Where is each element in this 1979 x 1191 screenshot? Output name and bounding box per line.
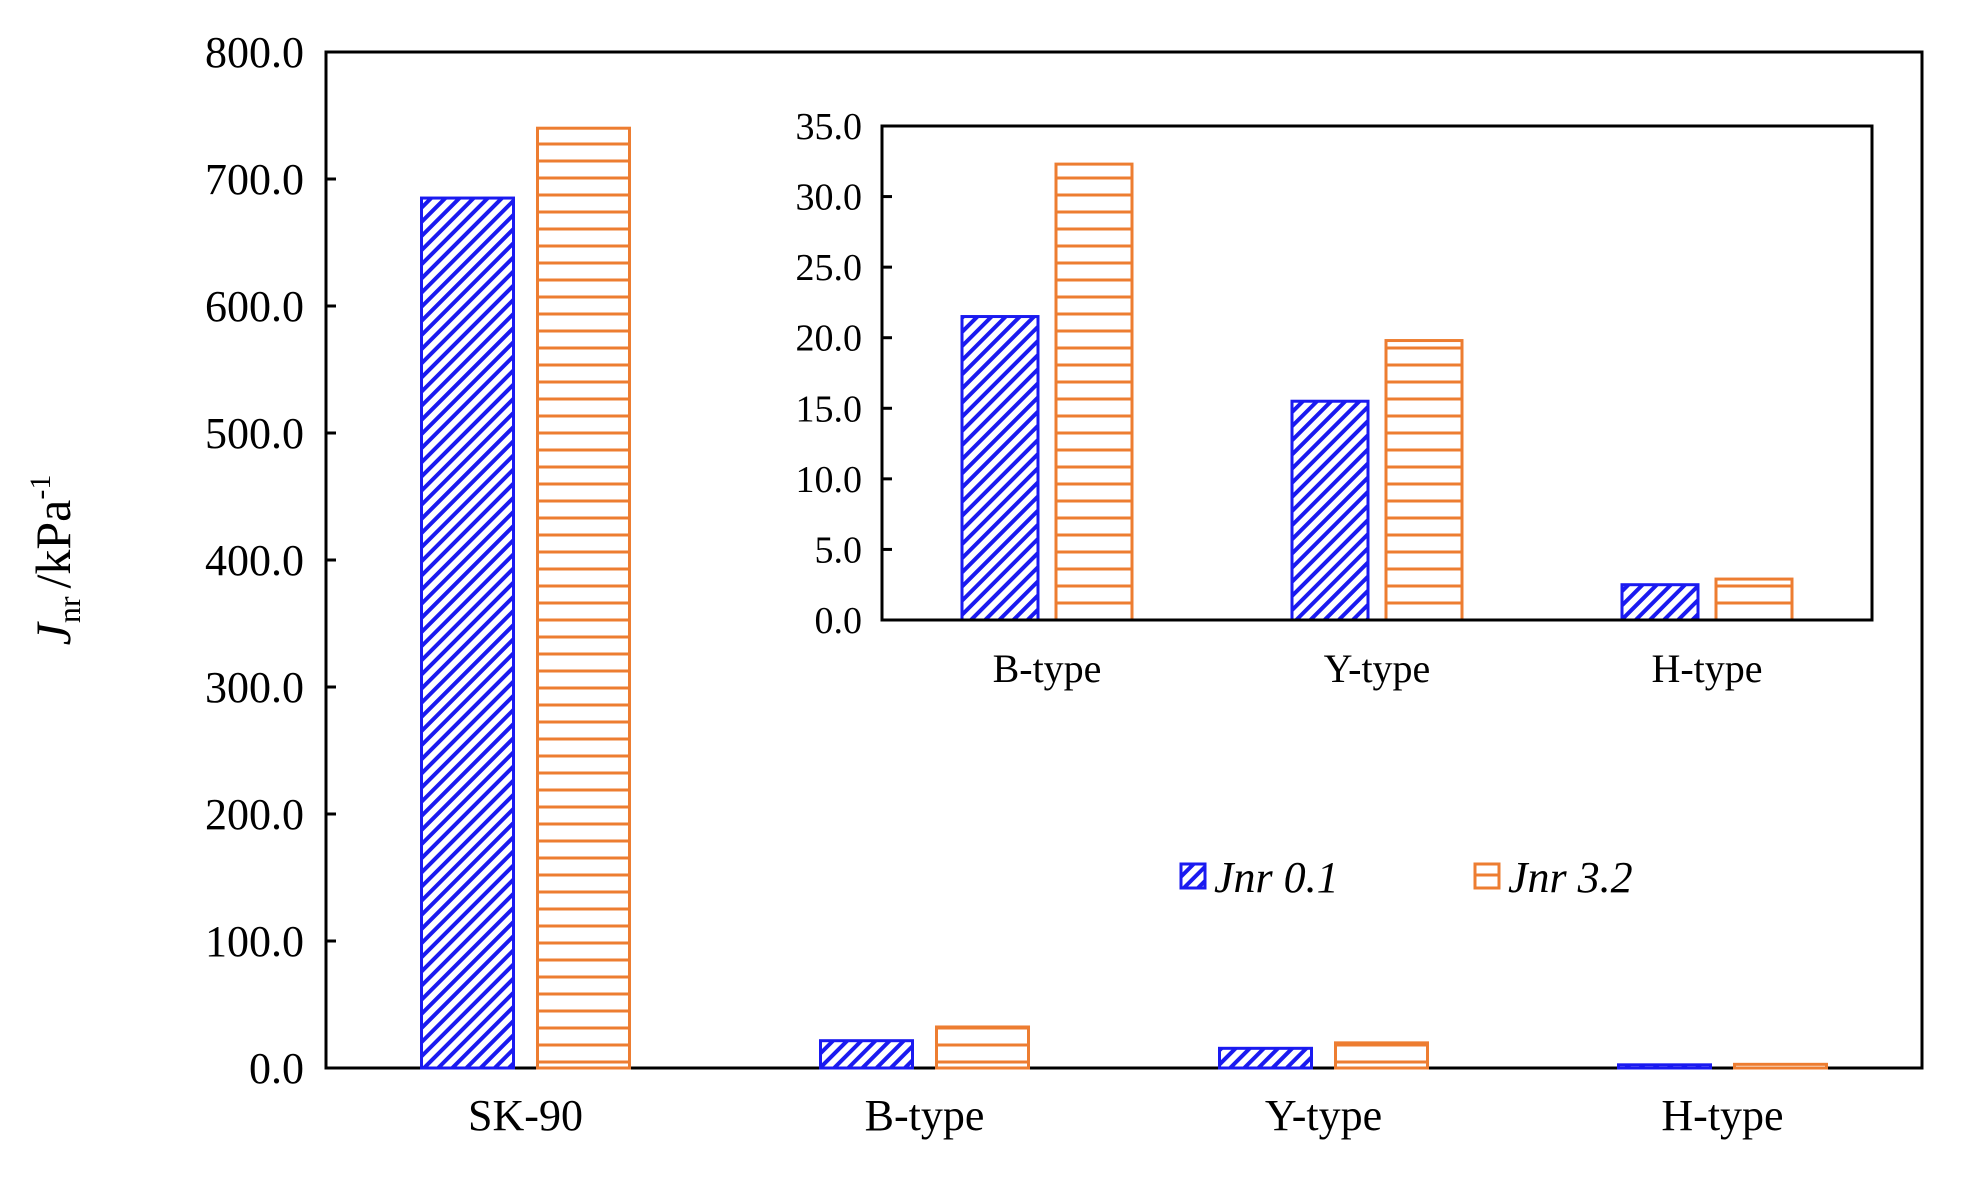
legend-label-jnr32: Jnr 3.2 [1508,853,1633,902]
inset-y-tick-label: 10.0 [796,459,863,501]
main-bar-sk-90-jnr-0-1 [420,196,515,1070]
main-bar-y-type-jnr-3-2 [1334,1041,1429,1070]
legend-label-jnr01: Jnr 0.1 [1214,853,1339,902]
main-y-tick-label: 800.0 [205,28,304,77]
legend-item-jnr32: Jnr 3.2 [1473,853,1633,902]
main-x-tick-label-y-type: Y-type [1265,1091,1382,1140]
inset-y-tick-label: 30.0 [796,177,863,219]
inset-y-tick-label: 5.0 [815,529,863,571]
y-axis-title: Jnr/kPa-1 [24,475,87,646]
inset-bar-y-type-jnr-3-2 [1384,339,1464,622]
main-y-axis: 0.0 100.0 200.0 300.0 400.0 500.0 600.0 700.0 80… [205,28,336,1093]
inset-x-tick-label-y-type: Y-type [1324,646,1431,691]
inset-x-tick-label-h-type: H-type [1651,646,1762,691]
main-x-tick-label-sk-90: SK-90 [468,1091,583,1140]
inset-y-tick-label: 35.0 [796,106,863,148]
main-y-tick-label: 600.0 [205,282,304,331]
inset-x-axis: B-type Y-type H-type [993,646,1763,691]
main-x-axis: SK-90 B-type Y-type H-type [468,1091,1784,1140]
main-bar-h-type-jnr-3-2 [1733,1062,1828,1070]
main-y-tick-label: 100.0 [205,917,304,966]
inset-bars [960,162,1794,622]
inset-y-tick-label: 20.0 [796,318,863,360]
main-x-tick-label-b-type: B-type [865,1091,985,1140]
main-y-tick-label: 300.0 [205,663,304,712]
main-bar-y-type-jnr-0-1 [1218,1046,1313,1070]
main-bar-b-type-jnr-3-2 [935,1025,1030,1070]
main-bar-b-type-jnr-0-1 [819,1039,914,1070]
inset-bar-b-type-jnr-3-2 [1054,162,1134,622]
inset-y-tick-label: 0.0 [815,600,863,642]
inset-bar-h-type-jnr-0-1 [1620,583,1700,622]
legend-swatch-jnr01 [1179,862,1207,890]
legend-swatch-jnr32 [1473,862,1501,890]
inset-y-tick-label: 15.0 [796,388,863,430]
inset-y-axis: 0.0 5.0 10.0 15.0 20.0 25.0 30.0 35.0 [796,106,892,642]
inset-bar-b-type-jnr-0-1 [960,315,1040,622]
main-x-tick-label-h-type: H-type [1661,1091,1783,1140]
legend: Jnr 0.1 Jnr 3.2 [1179,853,1633,902]
main-y-tick-label: 700.0 [205,155,304,204]
main-y-tick-label: 200.0 [205,790,304,839]
main-bar-sk-90-jnr-3-2 [536,126,631,1070]
y-axis-title-main: J [25,620,81,645]
inset-x-tick-label-b-type: B-type [993,646,1102,691]
inset-y-tick-label: 25.0 [796,247,863,289]
main-bars [420,126,1828,1070]
main-y-tick-label: 400.0 [205,536,304,585]
inset-chart: 0.0 5.0 10.0 15.0 20.0 25.0 30.0 35.0 B-type Y-t… [796,106,1874,691]
inset-bar-h-type-jnr-3-2 [1714,577,1794,622]
main-chart: 0.0 100.0 200.0 300.0 400.0 500.0 600.0 700.0 80… [205,28,1924,1140]
y-axis-title-unit: /kPa [25,500,81,589]
inset-bar-y-type-jnr-0-1 [1290,399,1370,622]
y-axis-title-sup: -1 [24,475,57,500]
inset-background [882,126,1872,620]
legend-item-jnr01: Jnr 0.1 [1179,853,1339,902]
inset-plot-frame [880,124,1874,622]
main-bar-h-type-jnr-0-1 [1617,1063,1712,1070]
y-axis-title-sub: nr [51,596,87,623]
main-y-tick-label: 0.0 [249,1044,304,1093]
main-y-tick-label: 500.0 [205,409,304,458]
